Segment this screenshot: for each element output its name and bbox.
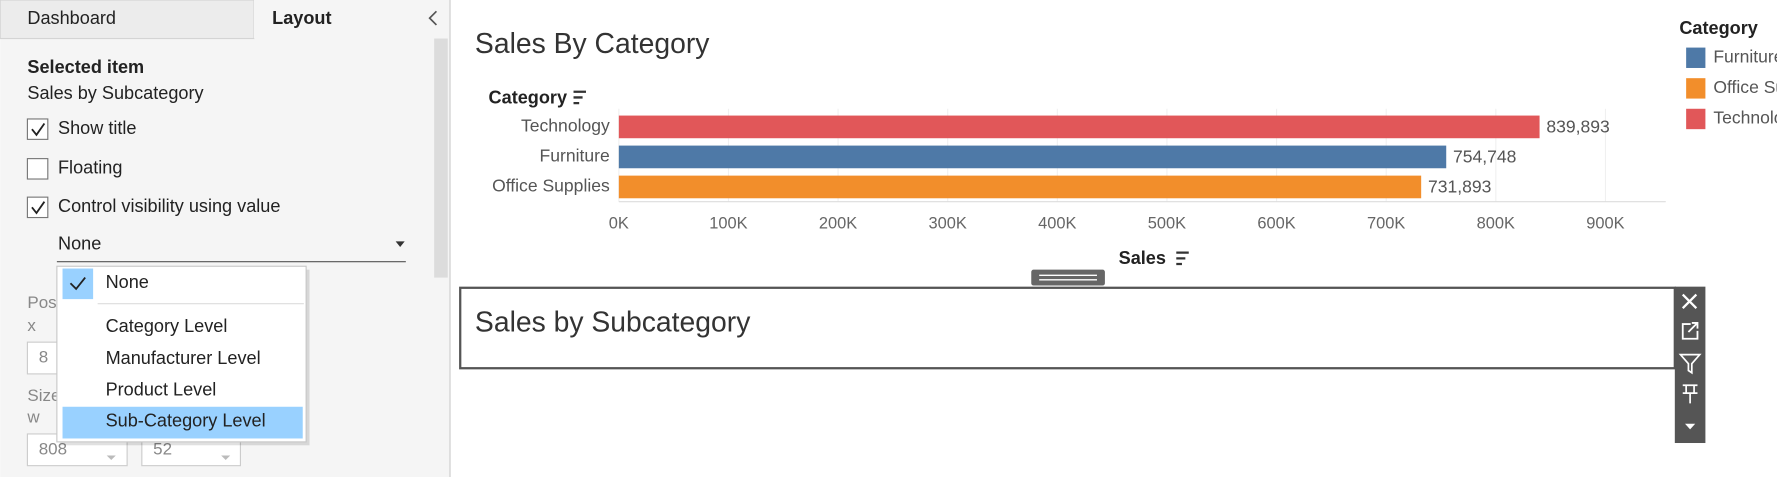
y-tick-label: Technology — [521, 116, 610, 136]
menu-item[interactable]: Manufacturer Level — [106, 348, 261, 368]
legend-swatch[interactable] — [1686, 47, 1706, 68]
value-label: 839,893 — [1546, 117, 1609, 137]
plot: 0K 100K 200K 300K 400K 500K 600K 700K 800K 900K Te… — [492, 108, 1666, 233]
subchart-frame[interactable] — [459, 286, 1676, 370]
w-value[interactable]: 808 — [39, 439, 67, 458]
legend-title: Category — [1679, 18, 1758, 38]
option-list: Show title Floating Control visibility usi… — [26, 118, 280, 219]
x-tick-label: 200K — [819, 215, 857, 233]
scrollbar[interactable] — [434, 38, 448, 278]
x-tick-label: 500K — [1148, 215, 1186, 233]
legend-swatch[interactable] — [1686, 78, 1706, 99]
legend-swatch[interactable] — [1686, 108, 1706, 130]
tab-inactive[interactable] — [0, 0, 255, 40]
x-tick-label: 0K — [609, 215, 629, 233]
legend-label[interactable]: Technology — [1713, 108, 1777, 128]
menu-item[interactable]: Sub-Category Level — [106, 410, 266, 430]
bar[interactable] — [618, 115, 1540, 139]
spin-icon[interactable] — [106, 455, 116, 461]
value-label: 754,748 — [1453, 147, 1516, 167]
tab-active[interactable] — [254, 0, 451, 39]
tab-label[interactable]: Dashboard — [27, 8, 116, 28]
menu-item[interactable]: None — [106, 272, 149, 292]
checkmark — [31, 201, 46, 215]
dropdown-arrow[interactable] — [395, 241, 405, 247]
menu-highlight — [62, 406, 303, 439]
remove-icon[interactable] — [1681, 293, 1698, 309]
menu-items: None Category Level Manufacturer Level Prod… — [106, 272, 266, 430]
popout-icon[interactable] — [1681, 322, 1699, 340]
x-tick-label: 800K — [1477, 215, 1515, 233]
sort-icon[interactable] — [1176, 251, 1189, 266]
toolbar — [1674, 286, 1706, 444]
x-tick-label: 100K — [709, 215, 747, 233]
filter-icon[interactable] — [1678, 353, 1702, 375]
x-tick-label: 700K — [1367, 215, 1405, 233]
checkbox[interactable] — [26, 196, 49, 219]
legend: Furniture Office Supplies Technology — [1686, 46, 1777, 130]
selected-item: Sales by Subcategory — [27, 83, 204, 103]
bar[interactable] — [618, 145, 1447, 169]
pin-icon[interactable] — [1682, 384, 1698, 404]
value-label: 731,893 — [1428, 177, 1491, 197]
checkmark — [31, 122, 46, 137]
handle-grip — [1039, 274, 1097, 281]
x-tick-label: 600K — [1257, 215, 1295, 233]
bar[interactable] — [618, 175, 1422, 199]
size-label: Size — [27, 386, 60, 405]
section-title: Selected item — [27, 57, 144, 77]
option-label[interactable]: Show title — [58, 118, 137, 138]
tab-label[interactable]: Layout — [272, 8, 331, 28]
legend-label[interactable]: Furniture — [1713, 46, 1777, 66]
h-value[interactable]: 52 — [153, 439, 172, 458]
menu-item[interactable]: Product Level — [106, 380, 217, 400]
dropdown-value[interactable]: None — [58, 234, 101, 254]
y-axis-title[interactable]: Category — [489, 87, 568, 107]
check-highlight — [62, 268, 94, 300]
resize-handle[interactable] — [1031, 269, 1105, 286]
x-tick-label: 400K — [1038, 215, 1076, 233]
checkbox[interactable] — [26, 118, 49, 140]
x-tick-label: 300K — [929, 215, 967, 233]
legend-label[interactable]: Office Supplies — [1713, 77, 1777, 97]
w-label: w — [26, 408, 40, 427]
y-tick-label: Furniture — [540, 146, 610, 166]
option-label[interactable]: Floating — [58, 158, 122, 178]
collapse-icon[interactable] — [428, 10, 438, 26]
more-icon[interactable] — [1685, 423, 1696, 430]
spin-icon[interactable] — [221, 455, 231, 461]
x-value[interactable]: 8 — [39, 348, 48, 367]
menu-item[interactable]: Category Level — [106, 316, 228, 336]
y-tick-label: Office Supplies — [492, 176, 610, 196]
x-tick-label: 900K — [1586, 215, 1624, 233]
subchart-title: Sales by Subcategory — [475, 307, 751, 339]
check-icon — [69, 277, 86, 291]
option-label[interactable]: Control visibility using value — [58, 196, 280, 216]
chart-title: Sales By Category — [475, 28, 710, 60]
x-axis-title[interactable]: Sales — [1119, 248, 1166, 268]
x-label: x — [27, 316, 36, 335]
checkbox[interactable] — [26, 158, 49, 180]
sort-icon[interactable] — [573, 90, 586, 105]
